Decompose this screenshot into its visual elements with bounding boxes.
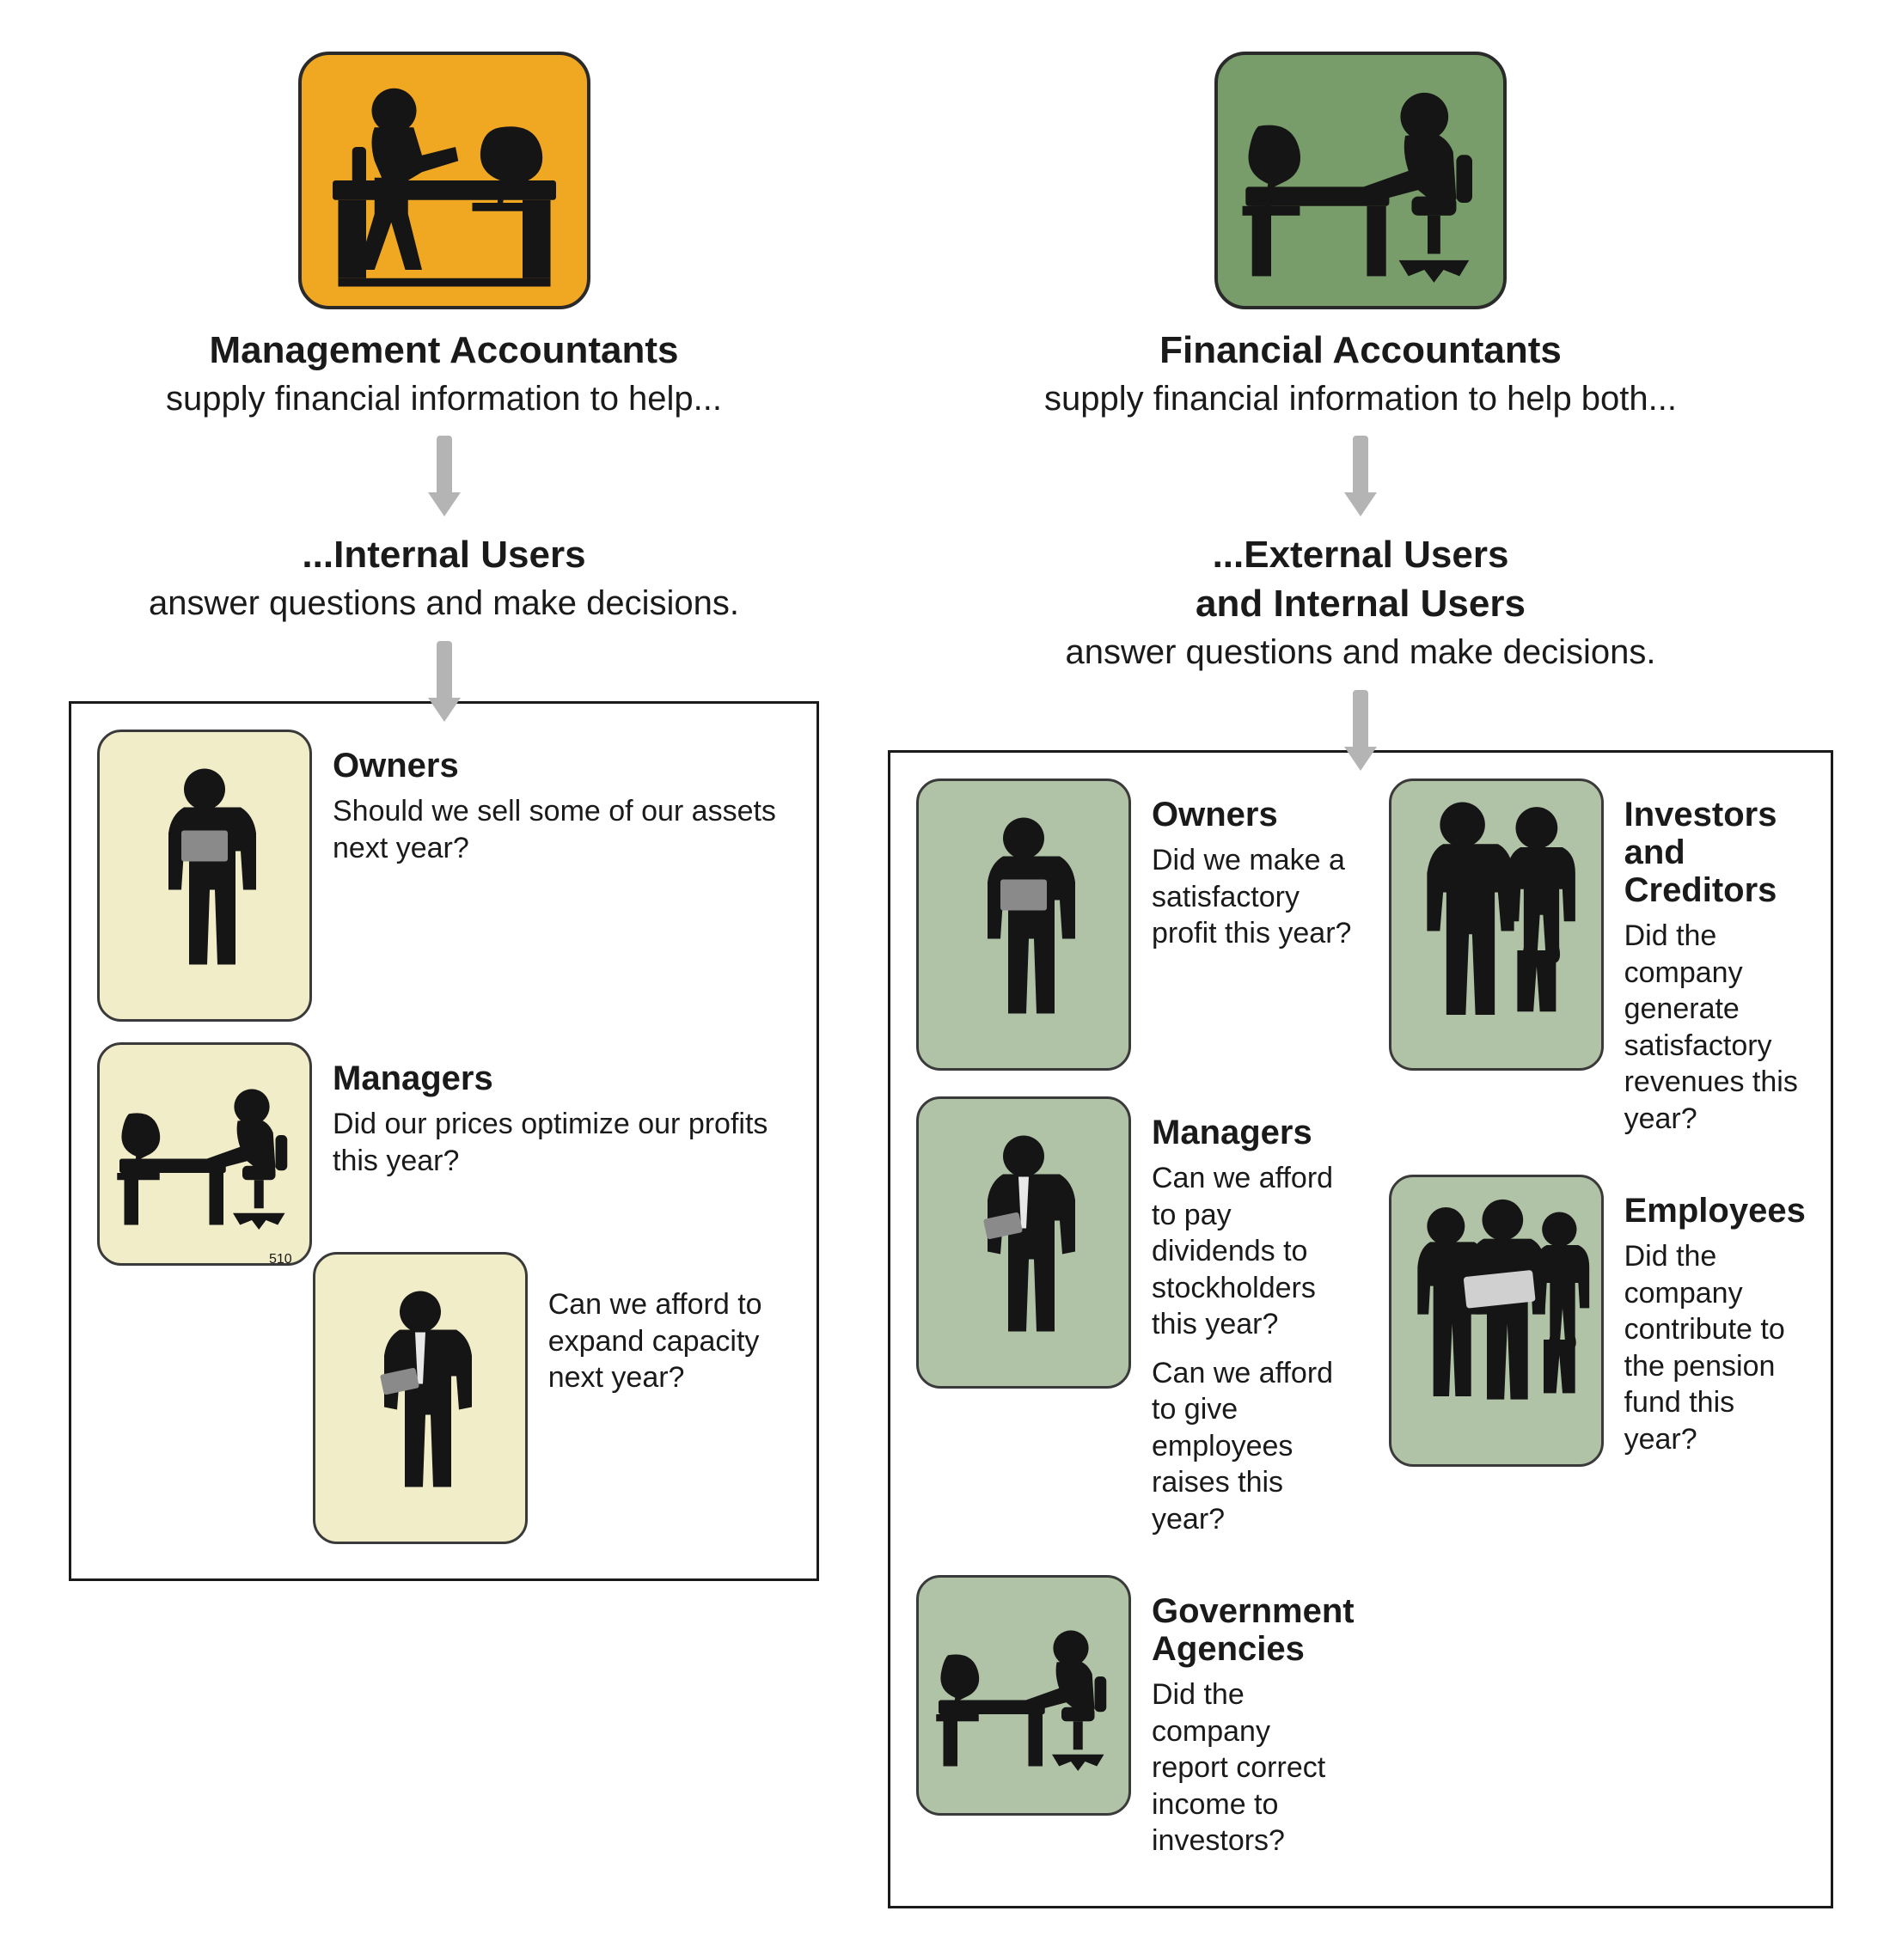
gov-card: Government Agencies Did the company repo… xyxy=(916,1575,1355,1871)
financial-title: Financial Accountants xyxy=(1044,327,1677,374)
financial-column: Financial Accountants supply financial i… xyxy=(888,52,1833,1908)
financial-heading: Financial Accountants supply financial i… xyxy=(1044,327,1677,420)
arrow-down-icon xyxy=(428,641,461,727)
external-users-subtitle: answer questions and make decisions. xyxy=(1065,630,1655,675)
standing-person-icon xyxy=(140,747,269,1004)
managers-icon-box xyxy=(97,1042,312,1266)
investors-title: Investors and Creditors xyxy=(1624,796,1806,909)
management-subtitle: supply financial information to help... xyxy=(166,377,722,420)
managers-title: Managers xyxy=(1152,1114,1355,1151)
standing-tie-icon xyxy=(356,1269,485,1527)
internal-users-title: ...Internal Users xyxy=(149,530,739,579)
management-column: Management Accountants supply financial … xyxy=(69,52,819,1581)
extra-question: Can we afford to expand capacity next ye… xyxy=(548,1286,791,1396)
desk-typing-icon xyxy=(110,1059,299,1249)
owners-title: Owners xyxy=(1152,796,1355,833)
financial-subtitle: supply financial information to help bot… xyxy=(1044,377,1677,420)
investors-icon-box xyxy=(1389,779,1604,1071)
internal-users-subtitle: answer questions and make decisions. xyxy=(149,581,739,626)
managers-icon-box xyxy=(916,1096,1131,1389)
owners-question: Did we make a satisfactory profit this y… xyxy=(1152,842,1355,952)
managers-card: Managers Can we afford to pay dividends … xyxy=(916,1096,1355,1549)
management-heading: Management Accountants supply financial … xyxy=(166,327,722,420)
investors-question: Did the company generate satisfactory re… xyxy=(1624,918,1806,1137)
employees-title: Employees xyxy=(1624,1192,1806,1230)
arrow-down-icon xyxy=(428,436,461,522)
and-internal-users-title: and Internal Users xyxy=(1065,579,1655,628)
arrow-down-icon xyxy=(1344,436,1377,522)
gov-icon-box xyxy=(916,1575,1131,1816)
three-people-icon xyxy=(1402,1192,1591,1450)
owners-card: Owners Should we sell some of our assets… xyxy=(97,730,791,1022)
gov-title: Government Agencies xyxy=(1152,1592,1355,1668)
employees-question: Did the company contribute to the pensio… xyxy=(1624,1238,1806,1457)
management-icon-box xyxy=(298,52,590,309)
standing-tie-icon xyxy=(959,1114,1088,1371)
employees-card: Employees Did the company contribute to … xyxy=(1389,1175,1806,1469)
desk-typing-icon xyxy=(1232,69,1489,292)
financial-icon-box xyxy=(1214,52,1507,309)
managers-card: Managers Did our prices optimize our pro… xyxy=(97,1042,791,1266)
external-users-frame: Owners Did we make a satisfactory profit… xyxy=(888,750,1833,1908)
two-people-icon xyxy=(1406,796,1587,1053)
owners-icon-box xyxy=(97,730,312,1022)
gov-question: Did the company report correct income to… xyxy=(1152,1676,1355,1859)
desk-typing-icon xyxy=(929,1597,1118,1794)
investors-card: Investors and Creditors Did the company … xyxy=(1389,779,1806,1149)
arrow-down-icon xyxy=(1344,690,1377,776)
extra-icon-box xyxy=(313,1252,528,1544)
owners-title: Owners xyxy=(333,747,791,785)
owners-card: Owners Did we make a satisfactory profit… xyxy=(916,779,1355,1071)
accounting-users-diagram: Management Accountants supply financial … xyxy=(69,52,1833,1908)
internal-users-heading: ...Internal Users answer questions and m… xyxy=(149,530,739,626)
managers-question-2: Can we afford to give employees raises t… xyxy=(1152,1355,1355,1538)
desk-person-icon xyxy=(315,69,573,292)
extra-card: 510 Can we afford to expand capacity nex… xyxy=(269,1252,791,1544)
owners-question: Should we sell some of our assets next y… xyxy=(333,793,791,866)
standing-person-icon xyxy=(959,796,1088,1053)
managers-title: Managers xyxy=(333,1059,791,1097)
managers-question: Did our prices optimize our profits this… xyxy=(333,1106,791,1179)
employees-icon-box xyxy=(1389,1175,1604,1467)
external-users-title: ...External Users xyxy=(1065,530,1655,579)
managers-question-1: Can we afford to pay dividends to stockh… xyxy=(1152,1160,1355,1343)
management-title: Management Accountants xyxy=(166,327,722,374)
owners-icon-box xyxy=(916,779,1131,1071)
external-users-heading: ...External Users and Internal Users ans… xyxy=(1065,530,1655,675)
internal-users-frame: Owners Should we sell some of our assets… xyxy=(69,701,819,1581)
